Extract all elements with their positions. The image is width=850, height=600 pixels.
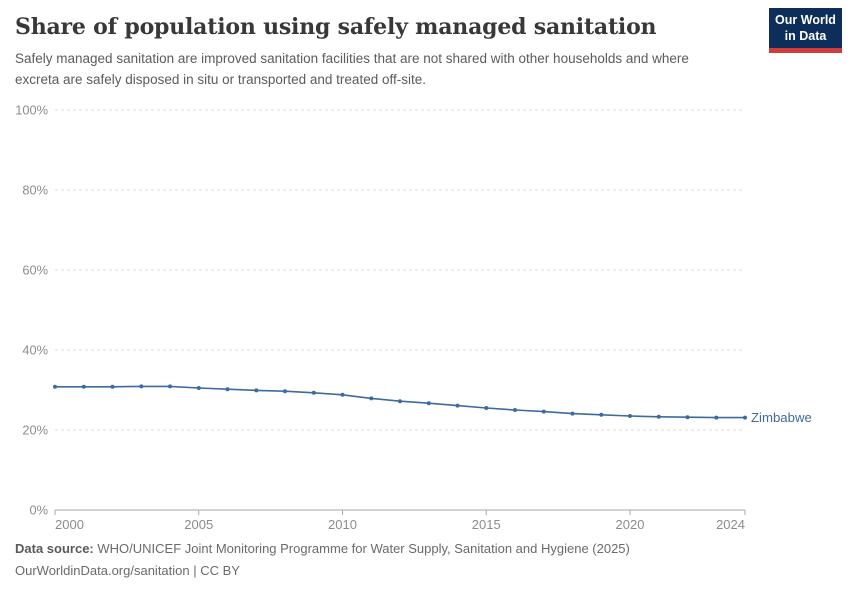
x-tick-label-2024: 2024 <box>716 517 745 532</box>
chart-footer: Data source: WHO/UNICEF Joint Monitoring… <box>15 538 630 582</box>
data-point-zimbabwe-2002[interactable] <box>110 384 115 389</box>
x-tick-label-2015: 2015 <box>472 517 501 532</box>
data-point-zimbabwe-2017[interactable] <box>541 409 546 414</box>
data-point-zimbabwe-2001[interactable] <box>81 384 86 389</box>
data-point-zimbabwe-2009[interactable] <box>311 390 316 395</box>
x-tick-label-2020: 2020 <box>616 517 645 532</box>
data-point-zimbabwe-2014[interactable] <box>455 403 460 408</box>
data-point-zimbabwe-2022[interactable] <box>685 415 690 420</box>
data-point-zimbabwe-2021[interactable] <box>656 414 661 419</box>
data-point-zimbabwe-2024[interactable] <box>743 415 747 420</box>
y-tick-label-40: 40% <box>22 343 48 358</box>
data-point-zimbabwe-2005[interactable] <box>196 386 201 390</box>
data-point-zimbabwe-2016[interactable] <box>513 408 517 412</box>
owid-logo-text-line1: Our World <box>775 13 836 27</box>
x-tick-label-2010: 2010 <box>328 517 357 532</box>
owid-logo-text-line2: in Data <box>784 28 827 43</box>
owid-logo[interactable]: Our World in Data <box>769 8 842 54</box>
data-point-zimbabwe-2006[interactable] <box>225 387 230 392</box>
data-point-zimbabwe-2018[interactable] <box>570 411 575 416</box>
chart-subtitle: Safely managed sanitation are improved s… <box>15 51 689 87</box>
data-point-zimbabwe-2007[interactable] <box>254 388 259 393</box>
datasource-line: Data source: WHO/UNICEF Joint Monitoring… <box>15 538 630 560</box>
data-point-zimbabwe-2015[interactable] <box>484 406 489 410</box>
datasource-text: WHO/UNICEF Joint Monitoring Programme fo… <box>97 540 630 556</box>
y-tick-label-0: 0% <box>30 503 49 518</box>
chart-header: Share of population using safely managed… <box>15 14 835 91</box>
data-point-zimbabwe-2023[interactable] <box>714 415 719 420</box>
data-point-zimbabwe-2013[interactable] <box>426 401 431 406</box>
series-label-zimbabwe[interactable]: Zimbabwe <box>751 410 812 425</box>
data-point-zimbabwe-2004[interactable] <box>168 384 172 389</box>
data-point-zimbabwe-2019[interactable] <box>599 412 604 417</box>
chart-title: Share of population using safely managed… <box>15 14 657 40</box>
x-tick-label-2005: 2005 <box>184 517 213 532</box>
datasource-label: Data source: <box>15 540 94 556</box>
data-point-zimbabwe-2012[interactable] <box>398 399 402 404</box>
data-point-zimbabwe-2010[interactable] <box>340 392 345 397</box>
data-point-zimbabwe-2020[interactable] <box>628 414 632 418</box>
y-tick-label-80: 80% <box>22 183 48 198</box>
data-point-zimbabwe-2003[interactable] <box>139 384 144 389</box>
data-point-zimbabwe-2000[interactable] <box>53 384 57 389</box>
footer-link[interactable]: OurWorldinData.org/sanitation | CC BY <box>15 562 240 578</box>
x-tick-label-2000: 2000 <box>55 517 84 532</box>
y-tick-label-100: 100% <box>15 103 48 118</box>
data-point-zimbabwe-2008[interactable] <box>283 389 287 394</box>
y-tick-label-20: 20% <box>22 423 48 438</box>
y-tick-label-60: 60% <box>22 263 48 278</box>
data-point-zimbabwe-2011[interactable] <box>369 396 374 401</box>
